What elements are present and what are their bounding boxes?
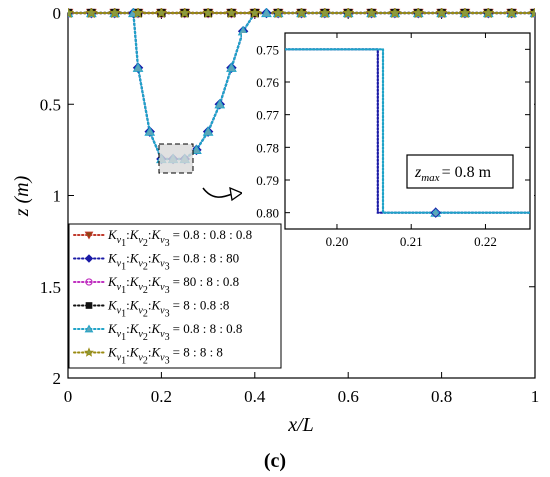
series-6-point [272, 8, 285, 19]
legend-label-6: Kv1:Kv2:Kv3= 8 : 8 : 8 [107, 345, 223, 367]
legend-marker-3 [85, 278, 93, 286]
inset-point-triangle [430, 207, 442, 217]
inset-plot-frame [284, 32, 531, 230]
series-6-point [365, 8, 378, 19]
y-tick-label: 0 [53, 4, 62, 23]
inset-series-group [285, 48, 530, 218]
zmax-annotation-box [406, 154, 514, 189]
series-6-point [388, 8, 401, 19]
series-6-point [482, 8, 495, 19]
series-5-point [202, 126, 214, 136]
series-6-point [435, 8, 448, 19]
inset-y-tick-label: 0.78 [256, 140, 279, 155]
inset-y-tick-label: 0.80 [256, 206, 279, 221]
zoom-arrow [202, 187, 233, 198]
zoom-arrow-head [229, 186, 244, 202]
main-y-ticks: 0 0.5 1 1.5 2 [40, 4, 535, 388]
legend-label-5: Kv1:Kv2:Kv3= 0.8 : 8 : 0.8 [107, 321, 242, 343]
series-5-point [191, 144, 202, 155]
series-6-point [318, 8, 331, 19]
legend-label-1: Kv1:Kv2:Kv3= 0.8 : 0.8 : 0.8 [107, 227, 252, 249]
series-6-point [248, 8, 261, 19]
series-6-point [295, 8, 308, 19]
inset-y-tick-label: 0.75 [256, 42, 279, 57]
legend: Kv1:Kv2:Kv3= 0.8 : 0.8 : 0.8Kv1:Kv2:Kv3=… [68, 223, 282, 369]
series-5-point [144, 126, 156, 136]
series-6-point [505, 8, 518, 19]
x-tick-label: 0.2 [151, 387, 172, 406]
legend-label-3: Kv1:Kv2:Kv3= 80 : 8 : 0.8 [107, 274, 239, 296]
inset-x-tick-label: 0.21 [400, 234, 423, 249]
series-5-point [226, 62, 237, 72]
zmax-annotation: zmax = 0.8 m [414, 164, 492, 184]
legend-label-2: Kv1:Kv2:Kv3= 0.8 : 8 : 80 [107, 251, 239, 273]
x-tick-label: 0.6 [338, 387, 359, 406]
series-6-point [155, 8, 168, 19]
series-6-point [85, 8, 98, 19]
inset-y-tick-label: 0.79 [256, 173, 279, 188]
series-6-point [458, 8, 472, 19]
series-6-point [68, 8, 75, 19]
inset-background [242, 33, 534, 261]
legend-label-4: Kv1:Kv2:Kv3= 8 : 0.8 :8 [107, 298, 229, 320]
inset-x-ticks: 0.20 0.21 0.22 [326, 33, 497, 249]
legend-box [68, 223, 282, 369]
series-6-point [202, 8, 215, 19]
legend-marker-4 [85, 302, 93, 309]
series-6-point [108, 8, 121, 19]
series-6-point [225, 8, 238, 19]
zoom-region-box [158, 143, 194, 174]
y-tick-label: 1 [53, 187, 62, 206]
x-tick-label: 0.4 [244, 387, 266, 406]
y-tick-label: 0.5 [40, 95, 61, 114]
series-6-point [131, 8, 145, 19]
inset-y-tick-label: 0.76 [256, 75, 279, 90]
x-tick-label: 0.8 [431, 387, 452, 406]
main-series-group [68, 8, 535, 165]
y-axis-label: z (m) [11, 175, 33, 217]
inset-x-tick-label: 0.20 [326, 234, 349, 249]
series-6-point [528, 8, 535, 19]
legend-marker-6 [84, 347, 94, 357]
x-tick-label: 0 [64, 387, 73, 406]
y-tick-label: 1.5 [40, 278, 61, 297]
legend-marker-2 [84, 254, 94, 263]
inset-series-line-2 [285, 48, 530, 214]
series-6-point [178, 8, 191, 19]
series-5-point [261, 8, 272, 18]
legend-marker-5 [84, 324, 94, 333]
x-tick-label: 1 [531, 387, 540, 406]
x-axis-label: x/L [287, 414, 314, 436]
legend-marker-1 [84, 231, 94, 240]
inset-x-tick-label: 0.22 [474, 234, 497, 249]
inset-y-tick-label: 0.77 [256, 108, 279, 123]
y-tick-label: 2 [53, 369, 62, 388]
series-5-point [214, 98, 226, 109]
inset-point-diamond [430, 207, 441, 218]
series-5-point [132, 62, 144, 72]
series-6-point [412, 8, 425, 19]
panel-label: (c) [264, 450, 286, 472]
series-6-point [342, 8, 355, 19]
